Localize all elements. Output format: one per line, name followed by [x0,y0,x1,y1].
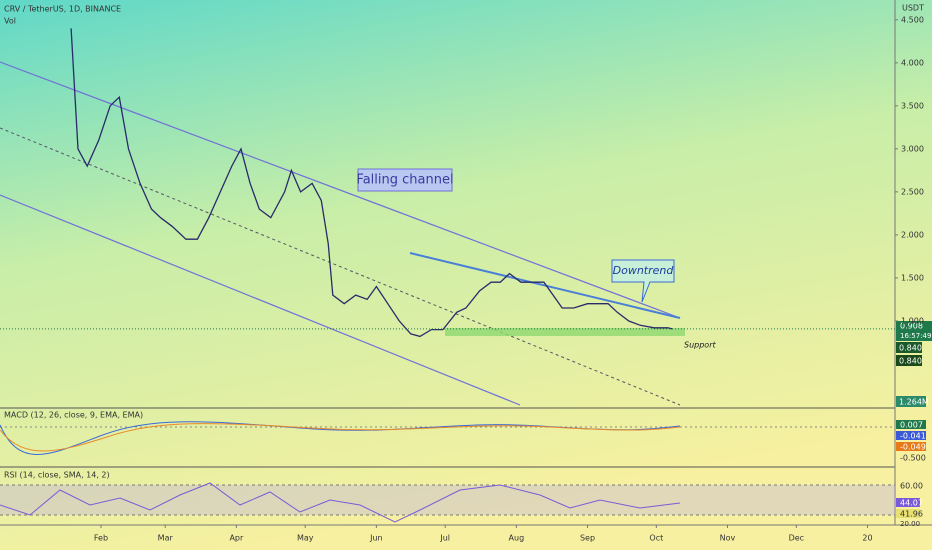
price-line [70,28,673,338]
volume-tag [896,396,926,407]
rsi-line [0,482,681,523]
macd-tag [896,442,926,451]
channel-box [357,168,453,192]
macd-header: MACD (12, 26, close, 9, EMA, EMA) [4,411,143,420]
channel-top [0,61,681,319]
macd-value: 0.007 [900,421,923,430]
x-tick-label: Mar [158,534,174,543]
x-tick-label: Feb [94,534,108,543]
volume-value: 1.264M [899,398,929,407]
rsi-value: 44.07 [900,499,923,508]
rsi-tag [896,509,920,518]
x-tick-label: Aug [509,534,525,543]
macd-tag [896,420,926,429]
macd-tag [896,431,926,440]
y-tick-label: 2.000 [901,230,924,239]
x-tick-label: Dec [789,534,804,543]
last-price: 0.908 [900,322,923,331]
support-zone [445,328,685,336]
y-tick-label: 3.000 [901,144,924,153]
x-tick-label: Oct [649,534,663,543]
support-price: 0.840 [899,344,922,353]
unit-label: USDT [902,4,924,13]
channel-label: Falling channel [356,173,453,188]
y-tick-label: 4.000 [901,58,924,67]
signal-line [0,423,681,452]
y-tick-label: 1.000 [901,316,924,325]
x-tick-label: May [297,534,314,543]
channel-mid [0,127,681,406]
downtrend-label: Downtrend [613,264,675,277]
support-tag [896,342,922,353]
y-tick-label: 1.500 [901,273,924,282]
rsi-value: 41.96 [900,510,923,519]
y-tick-label: 3.500 [901,101,924,110]
downtrend-line [409,252,681,319]
macd-value: -0.049 [900,443,926,452]
x-tick-label: 20 [862,534,872,543]
x-tick-label: Apr [229,534,244,543]
rsi-axis: 20.00 [900,520,920,528]
support-price: 0.840 [899,357,922,366]
rsi-band [0,485,895,515]
y-tick-label: 4.500 [901,15,924,24]
downtrend-callout [611,259,675,303]
x-tick-label: Jul [439,534,450,543]
header: CRV / TetherUS, 1D, BINANCE [4,5,121,14]
rsi-tag [896,498,920,507]
macd-axis: -0.500 [900,454,926,463]
macd-value: -0.041 [900,432,926,441]
x-tick-label: Sep [580,534,595,543]
countdown: 16:57:49 [900,332,931,340]
channel-bottom [0,194,521,406]
rsi-header: RSI (14, close, SMA, 14, 2) [4,471,110,480]
rsi-axis: 60.00 [900,482,923,491]
support-tag [896,355,922,366]
support-label: Support [684,341,716,350]
x-tick-label: Jun [369,534,383,543]
volume-header: Vol [4,17,16,26]
x-tick-label: Nov [720,534,736,543]
last-price-tag [896,321,932,341]
y-tick-label: 2.500 [901,187,924,196]
